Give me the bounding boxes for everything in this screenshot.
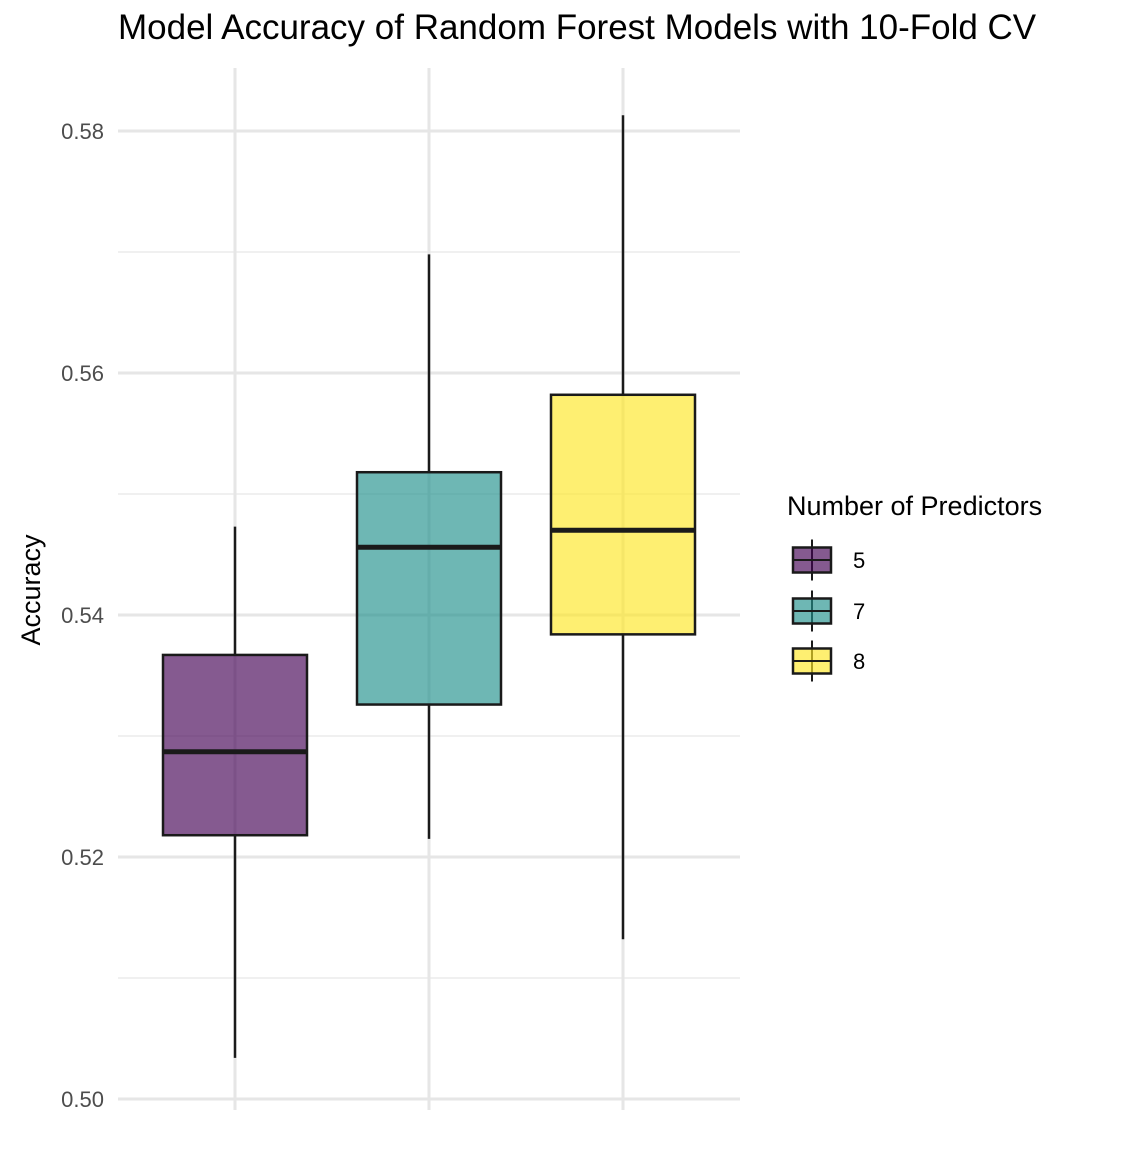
y-tick-label: 0.58 [61, 119, 104, 144]
box-body [161, 653, 309, 837]
box-5 [161, 526, 309, 1058]
box-body [355, 470, 503, 706]
legend-label: 8 [853, 649, 865, 674]
box-7 [355, 254, 503, 839]
legend-title: Number of Predictors [787, 491, 1042, 521]
boxes-layer [161, 115, 697, 1058]
y-tick-label: 0.54 [61, 603, 104, 628]
y-tick-label: 0.56 [61, 361, 104, 386]
box-body [549, 393, 697, 636]
legend-label: 5 [853, 548, 865, 573]
legend: Number of Predictors 5 7 8 [787, 491, 1042, 682]
legend-label: 7 [853, 599, 865, 624]
chart-title: Model Accuracy of Random Forest Models w… [118, 8, 1037, 47]
legend-item-8: 8 [791, 640, 865, 682]
y-tick-label: 0.52 [61, 845, 104, 870]
y-tick-label: 0.50 [61, 1087, 104, 1112]
y-axis-title: Accuracy [16, 534, 46, 646]
box-8 [549, 115, 697, 940]
axis-layer: 0.50 0.52 0.54 0.56 0.58 [61, 119, 104, 1112]
legend-item-7: 7 [791, 590, 865, 632]
legend-item-5: 5 [791, 539, 865, 581]
